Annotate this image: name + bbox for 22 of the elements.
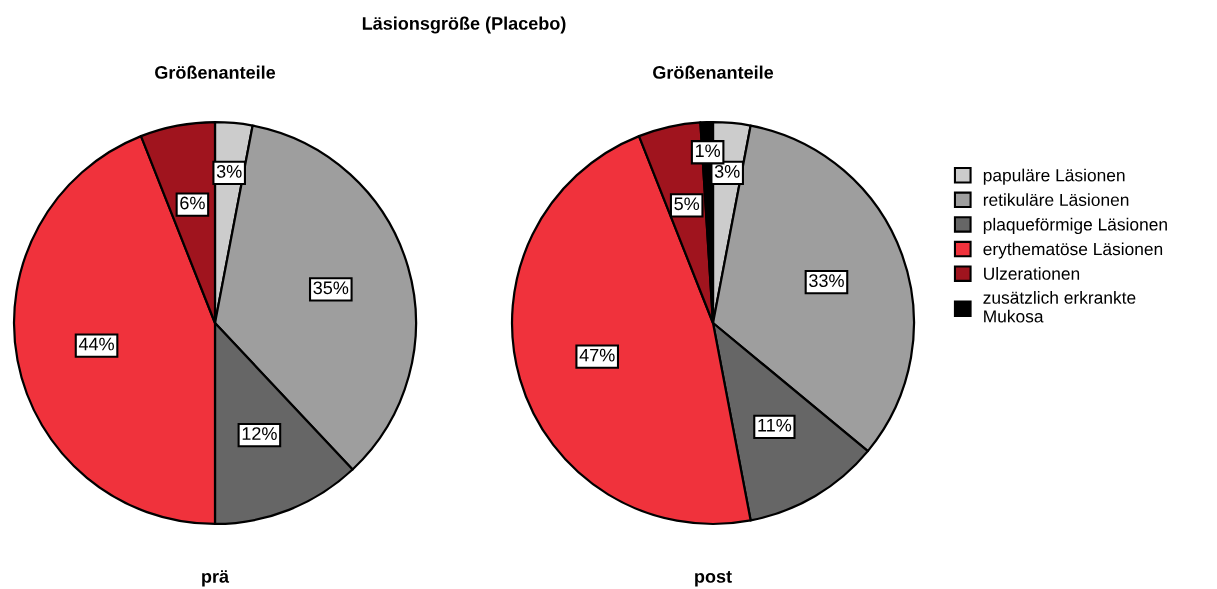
data-label: 5%	[674, 197, 700, 211]
data-label: 6%	[180, 196, 205, 210]
legend-label: retikuläre Läsionen	[983, 193, 1129, 207]
text: Läsionsgröße (Placebo)	[362, 16, 566, 34]
legend-label: Ulzerationen	[984, 267, 1080, 280]
data-label: 1%	[695, 144, 721, 158]
legend-label: zusätzlich erkrankte Mukosa	[983, 291, 1136, 323]
legend-label: plaqueförmige Läsionen	[983, 217, 1167, 235]
legend-label: erythematöse Läsionen	[983, 242, 1163, 259]
chart-subtitle: Größenanteile	[653, 65, 774, 79]
data-label: 3%	[714, 164, 740, 178]
data-label: 11%	[758, 418, 792, 432]
data-label: 47%	[579, 348, 615, 362]
legend-label: papuläre Läsionen	[983, 168, 1125, 185]
data-label: 12%	[242, 427, 277, 440]
text: post	[695, 570, 732, 587]
data-label: 33%	[809, 274, 844, 287]
chart-subtitle: Größenanteile	[155, 65, 276, 79]
text: prä	[202, 570, 230, 587]
data-label: 44%	[78, 337, 114, 351]
data-label: 3%	[216, 164, 242, 178]
data-label: 35%	[313, 281, 349, 295]
